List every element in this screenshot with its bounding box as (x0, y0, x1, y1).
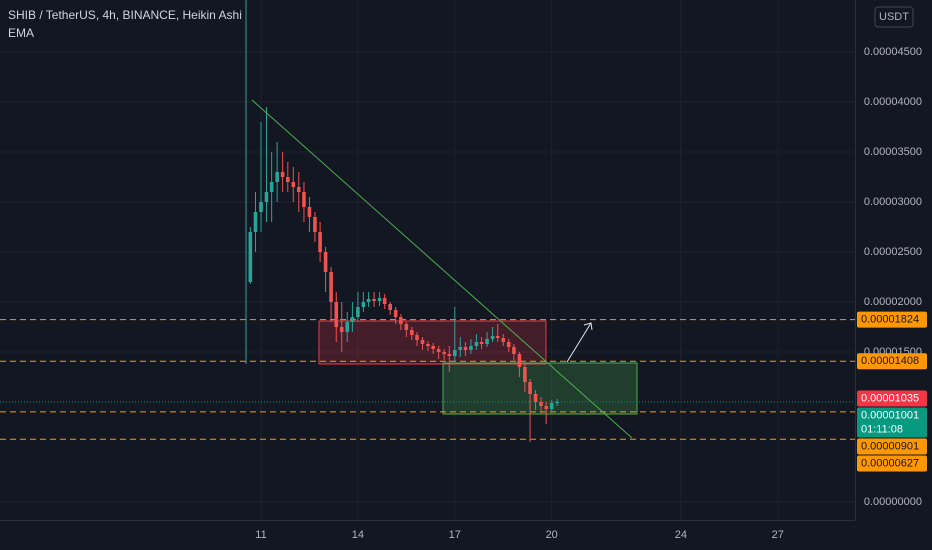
candle-body (307, 207, 312, 217)
symbol-title: SHIB / TetherUS, 4h, BINANCE, Heikin Ash… (8, 8, 242, 22)
candle-body (269, 182, 274, 192)
candle-body (528, 382, 532, 394)
candle-body (410, 330, 414, 335)
candle-body (442, 352, 446, 354)
candle-body (323, 252, 328, 272)
candle-body (264, 192, 269, 202)
price-label-bg (857, 390, 927, 407)
candle-body (361, 302, 366, 307)
candle-body (372, 299, 376, 301)
candle-body (463, 347, 468, 350)
price-label: 0.00001001 (861, 409, 919, 421)
candle-body (313, 217, 317, 232)
x-tick-label: 17 (449, 529, 461, 541)
candle-body (393, 310, 398, 317)
candle-body (474, 342, 479, 346)
x-tick-label: 11 (255, 529, 266, 541)
price-label: 0.00000901 (861, 440, 919, 452)
candle-body (366, 299, 371, 302)
candle-body (506, 342, 511, 347)
countdown-label: 01:11:08 (861, 423, 903, 435)
x-tick-label: 20 (546, 529, 558, 541)
candle-body (523, 367, 527, 382)
candle-body (339, 327, 344, 332)
price-label-bg (857, 311, 927, 328)
candle-body (356, 307, 360, 317)
candles (248, 107, 559, 442)
candle-body (302, 192, 306, 207)
candle-body (469, 346, 473, 350)
y-tick-label: 0.00004500 (864, 46, 922, 58)
price-label-bg (857, 455, 927, 472)
y-tick-label: 0.00003000 (864, 196, 922, 208)
y-tick-label: 0.00002500 (864, 246, 922, 258)
candle-body (253, 212, 258, 232)
candle-body (533, 394, 538, 402)
price-label: 0.00001035 (861, 392, 919, 404)
candle-body (447, 354, 452, 356)
candle-body (329, 272, 333, 302)
axes: 0.000000000.000015000.000020000.00002500… (255, 46, 927, 541)
arrow[interactable] (566, 322, 592, 363)
candle-body (452, 350, 457, 356)
support-box[interactable] (442, 362, 638, 415)
price-label: 0.00001824 (861, 314, 919, 326)
indicator-label[interactable]: EMA (8, 26, 34, 40)
candle-body (549, 403, 554, 409)
candle-body (296, 187, 301, 192)
trend-line[interactable] (251, 99, 633, 439)
candle-body (431, 346, 435, 349)
price-label: 0.00000627 (861, 457, 919, 469)
candle-body (291, 182, 296, 187)
y-tick-label: 0.00003500 (864, 146, 922, 158)
candle-body (318, 232, 322, 252)
arrow-head (583, 322, 593, 331)
y-tick-label: 0.00002000 (864, 296, 922, 308)
candle-body (517, 354, 522, 367)
candle-body (248, 232, 253, 282)
candle-body (485, 339, 489, 344)
candle-body (420, 340, 425, 344)
price-label-bg (857, 353, 927, 370)
candle-body (345, 322, 350, 332)
candle-body (382, 298, 387, 304)
candle-body (259, 202, 263, 212)
candle-body (377, 298, 382, 301)
candle-body (275, 172, 279, 182)
x-tick-label: 14 (352, 529, 364, 541)
candle-body (490, 336, 495, 339)
candle-body (399, 317, 403, 324)
candle-body (426, 344, 430, 346)
candle-body (458, 347, 463, 350)
candle-body (404, 324, 409, 330)
candle-body (388, 304, 392, 310)
candle-body (415, 335, 419, 340)
candle-body (285, 177, 290, 182)
candle-body (350, 317, 355, 322)
resistance-box[interactable] (318, 320, 547, 365)
candle-body (512, 347, 516, 354)
currency-button[interactable] (874, 6, 914, 28)
levels (0, 319, 855, 440)
candle-body (495, 336, 500, 338)
y-tick-label: 0.00004000 (864, 96, 922, 108)
currency-label[interactable]: USDT (879, 11, 909, 23)
candle-body (555, 402, 559, 403)
candle-body (479, 342, 484, 344)
price-label-bg (857, 438, 927, 455)
x-tick-label: 27 (772, 529, 784, 541)
candle-body (501, 338, 506, 342)
candle-body (436, 349, 441, 352)
candle-body (280, 172, 285, 177)
x-tick-label: 24 (675, 529, 687, 541)
candle-body (334, 302, 339, 327)
candle-body (539, 402, 543, 406)
candle-body (544, 406, 549, 409)
price-label-bg (857, 407, 927, 438)
grid (0, 0, 855, 520)
y-tick-label: 0.00000000 (864, 496, 922, 508)
price-label: 0.00001408 (861, 355, 919, 367)
